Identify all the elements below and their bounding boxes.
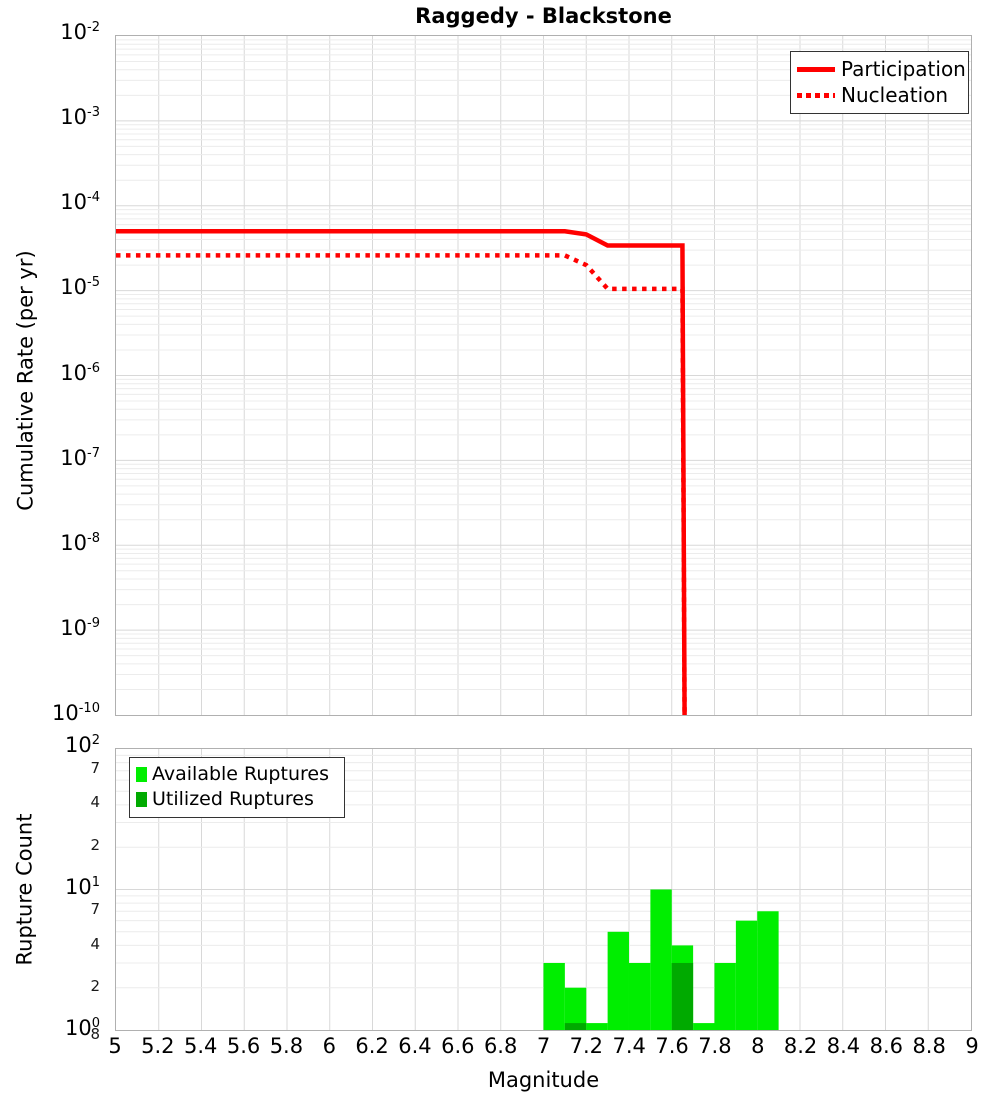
x-tick-8: 8: [751, 1034, 765, 1058]
dotted-line-icon: [797, 86, 835, 104]
x-tick-7.6: 7.6: [655, 1034, 689, 1058]
top-y-tick--2: 10-2: [60, 20, 100, 44]
cumulative-rate-plot: [115, 35, 972, 716]
legend-label-utilized-ruptures: Utilized Ruptures: [152, 788, 314, 810]
legend-item-participation: Participation: [797, 56, 966, 82]
x-tick-6.4: 6.4: [398, 1034, 432, 1058]
top-y-tick--4: 10-4: [60, 190, 100, 215]
x-tick-7.4: 7.4: [612, 1034, 646, 1058]
top-grid: [116, 36, 971, 715]
top-y-tick--6: 10-6: [60, 360, 100, 385]
x-tick-5.6: 5.6: [226, 1034, 261, 1058]
top-y-tick-labels: 10-2 10-3 10-4 10-5 10-6 10-7 10-8 10-9 10-10: [0, 21, 108, 724]
page-title: Raggedy - Blackstone: [415, 4, 672, 28]
bottom-y-minor-tick: 2: [90, 835, 100, 854]
x-tick-7: 7: [536, 1034, 551, 1058]
top-series-layer: [116, 36, 971, 715]
dark-green-square-icon: [136, 792, 147, 807]
legend-label-available-ruptures: Available Ruptures: [152, 763, 329, 785]
x-tick-8.8: 8.8: [912, 1034, 946, 1058]
green-square-icon: [136, 767, 147, 782]
legend-label-participation: Participation: [841, 57, 966, 81]
x-tick-6.8: 6.8: [483, 1034, 518, 1058]
x-tick-6.2: 6.2: [355, 1034, 389, 1058]
bottom-grid: [116, 749, 971, 1030]
bottom-y-minor-tick: 4: [90, 934, 100, 953]
bottom-y-axis-title: Rupture Count: [12, 813, 37, 966]
top-y-tick--3: 10-3: [60, 105, 100, 130]
x-tick-8.6: 8.6: [869, 1034, 903, 1058]
bottom-y-minor-tick: 8: [90, 1025, 100, 1043]
bottom-y-tick-100: 100: [64, 1016, 100, 1040]
x-tick-5: 5: [108, 1034, 122, 1058]
legend-item-available-ruptures: Available Ruptures: [136, 762, 337, 787]
x-tick-7.2: 7.2: [569, 1034, 604, 1058]
top-legend: Participation Nucleation: [790, 51, 969, 114]
x-tick-5.2: 5.2: [141, 1034, 175, 1058]
top-y-axis-title: Cumulative Rate (per yr): [13, 250, 38, 511]
legend-item-nucleation: Nucleation: [797, 82, 961, 108]
x-tick-6: 6: [322, 1034, 336, 1058]
bottom-y-minor-tick: 7: [90, 900, 100, 919]
bottom-y-tick-102: 102: [64, 733, 100, 757]
bottom-y-tick-101: 101: [64, 874, 100, 899]
bottom-bars-layer: [116, 749, 971, 1030]
bottom-legend: Available Ruptures Utilized Ruptures: [129, 757, 345, 818]
bottom-y-tick-labels: 102 101 100 7 4 2 7 4 2 8: [0, 734, 108, 1042]
x-tick-5.4: 5.4: [183, 1034, 218, 1058]
top-y-tick--7: 10-7: [60, 445, 100, 470]
x-tick-5.8: 5.8: [269, 1034, 304, 1058]
top-y-tick--5: 10-5: [60, 275, 100, 300]
x-tick-9: 9: [965, 1034, 979, 1058]
x-tick-8.2: 8.2: [783, 1034, 818, 1058]
bottom-y-minor-tick: 4: [90, 793, 100, 812]
solid-line-icon: [797, 60, 835, 78]
top-y-tick--8: 10-8: [60, 530, 100, 555]
x-tick-7.8: 7.8: [698, 1034, 732, 1058]
x-tick-8.4: 8.4: [826, 1034, 861, 1058]
x-tick-6.6: 6.6: [441, 1034, 475, 1058]
top-y-tick--10: 10-10: [52, 701, 100, 725]
bottom-y-minor-tick: 2: [90, 977, 100, 996]
top-y-tick--9: 10-9: [60, 615, 100, 640]
x-axis-title: Magnitude: [487, 1068, 600, 1092]
bottom-y-minor-tick: 7: [90, 758, 100, 777]
legend-label-nucleation: Nucleation: [841, 83, 949, 107]
x-tick-labels: 5 5.2 5.4 5.6 5.8 6 6.2 6.4 6.6 6.8 7 7.2 7.4 7.6 7.8 8…: [0, 1036, 1000, 1066]
legend-item-utilized-ruptures: Utilized Ruptures: [136, 787, 337, 812]
